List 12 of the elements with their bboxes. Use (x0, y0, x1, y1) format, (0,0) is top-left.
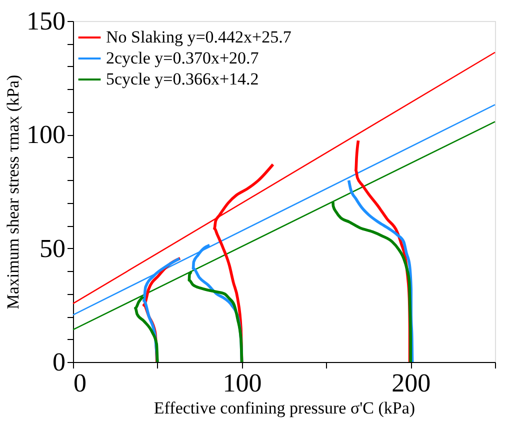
legend-label: 2cycle y=0.370x+20.7 (106, 48, 260, 68)
x-axis-title: Effective confining pressure σ'C (kPa) (154, 398, 416, 418)
y-tick-label: 50 (40, 234, 66, 263)
legend-label: No Slaking y=0.442x+25.7 (106, 28, 292, 46)
legend-label: 5cycle y=0.366x+14.2 (106, 70, 259, 88)
y-tick-label: 100 (26, 120, 66, 150)
y-tick-label: 150 (26, 6, 66, 36)
x-tick-label: 100 (222, 368, 262, 398)
y-axis-title: Maximum shear stress τmax (kPa) (4, 74, 22, 310)
x-tick-label: 200 (392, 368, 431, 398)
x-tick-label: 0 (74, 368, 86, 398)
y-tick-label: 0 (52, 348, 66, 376)
